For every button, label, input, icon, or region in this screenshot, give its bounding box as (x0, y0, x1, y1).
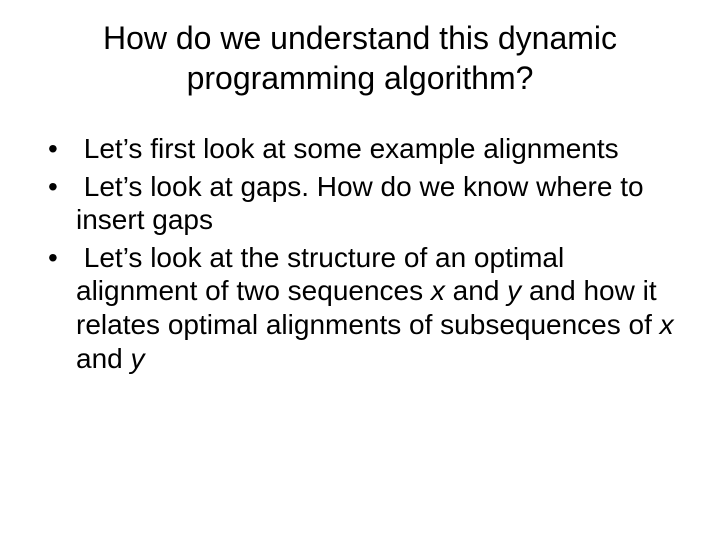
bullet-text-mid: and (76, 343, 131, 374)
slide-title: How do we understand this dynamic progra… (40, 18, 680, 98)
bullet-text: Let’s first look at some example alignme… (84, 133, 619, 164)
variable-x: x (431, 275, 445, 306)
variable-y: y (131, 343, 145, 374)
variable-x: x (660, 309, 674, 340)
bullet-list: Let’s first look at some example alignme… (40, 132, 680, 375)
bullet-text: Let’s look at gaps. How do we know where… (76, 171, 644, 236)
list-item: Let’s first look at some example alignme… (48, 132, 680, 166)
slide: How do we understand this dynamic progra… (0, 0, 720, 540)
list-item: Let’s look at the structure of an optima… (48, 241, 680, 375)
variable-y: y (507, 275, 521, 306)
bullet-text-mid: and (445, 275, 507, 306)
list-item: Let’s look at gaps. How do we know where… (48, 170, 680, 237)
